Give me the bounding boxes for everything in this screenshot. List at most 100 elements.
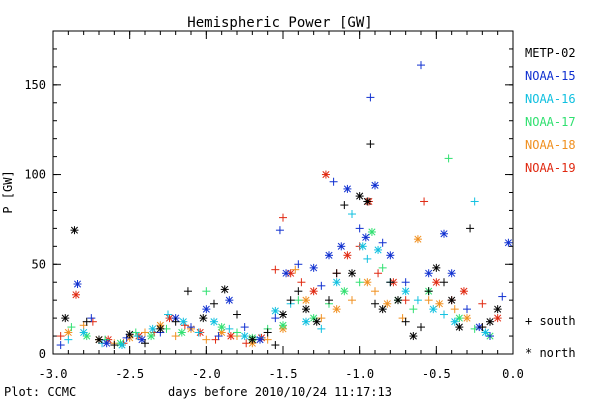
plus-marker <box>371 287 379 296</box>
plus-marker <box>348 296 356 305</box>
plus-marker <box>371 299 379 308</box>
star-marker <box>309 287 318 296</box>
star-marker <box>432 263 441 272</box>
star-marker <box>225 296 234 305</box>
plus-marker <box>466 224 475 233</box>
star-marker <box>440 229 448 238</box>
star-marker <box>409 332 418 341</box>
star-marker <box>337 242 346 251</box>
star-marker <box>102 339 111 348</box>
plus-marker <box>279 213 287 222</box>
star-marker <box>279 321 287 330</box>
plus-marker <box>64 335 73 344</box>
star-marker <box>302 305 310 314</box>
plus-marker <box>171 317 180 326</box>
star-marker <box>95 335 103 344</box>
plus-marker <box>271 265 280 274</box>
plus-marker <box>420 197 429 206</box>
plus-marker <box>450 305 459 314</box>
plus-marker <box>56 341 65 350</box>
plus-marker <box>56 332 65 341</box>
series-noaa-17 <box>67 154 494 348</box>
star-marker <box>401 287 410 296</box>
plus-marker <box>417 323 425 332</box>
legend-entry: NOAA-19 <box>525 161 576 175</box>
star-marker <box>348 269 356 278</box>
plus-marker <box>498 292 507 301</box>
star-marker <box>486 317 494 326</box>
x-tick-label: -3.0 <box>39 367 68 381</box>
plus-marker <box>210 299 218 308</box>
plus-marker <box>409 305 418 314</box>
star-marker <box>413 235 422 244</box>
plus-marker <box>187 323 195 332</box>
star-marker <box>271 306 280 315</box>
star-marker <box>378 305 387 314</box>
plus-marker <box>202 335 211 344</box>
star-marker <box>165 314 174 323</box>
star-marker <box>199 314 208 323</box>
plus-marker <box>470 197 479 206</box>
plus-marker <box>240 323 249 332</box>
plus-marker <box>325 296 333 305</box>
star-marker <box>217 323 226 332</box>
plus-marker <box>386 278 395 287</box>
star-marker <box>332 278 341 287</box>
marker-key-north: * north <box>525 346 576 360</box>
star-marker <box>374 245 383 254</box>
star-marker <box>226 332 235 341</box>
plus-marker <box>378 238 387 247</box>
star-marker <box>70 226 79 235</box>
plus-marker <box>348 210 356 219</box>
plus-marker <box>401 278 410 287</box>
star-marker <box>179 317 188 326</box>
plus-marker <box>141 339 149 348</box>
plus-marker <box>297 278 306 287</box>
star-marker <box>148 324 157 333</box>
star-marker <box>332 305 341 314</box>
chart-title: Hemispheric Power [GW] <box>187 15 372 31</box>
star-marker <box>386 251 395 260</box>
star-marker <box>279 310 287 319</box>
y-tick-label: 50 <box>32 257 46 271</box>
plus-marker <box>133 332 142 341</box>
legend-entry: NOAA-17 <box>525 115 576 129</box>
plus-marker <box>417 61 425 70</box>
star-marker <box>61 314 70 323</box>
star-marker <box>367 227 376 236</box>
star-marker <box>147 332 156 341</box>
series-noaa-18 <box>64 235 487 348</box>
plus-marker <box>401 317 410 326</box>
legend-entry: NOAA-15 <box>525 69 576 83</box>
legend-entry: METP-02 <box>525 46 576 60</box>
plus-marker <box>214 332 223 341</box>
plus-marker <box>355 278 364 287</box>
series-noaa-16 <box>64 197 490 350</box>
axis-ticks: -3.0 -2.5 -2.0 -1.5 -1.0 -0.5 0.0 0 50 100 150 <box>24 30 524 381</box>
star-marker <box>72 290 80 299</box>
star-marker <box>463 314 471 323</box>
star-marker <box>220 285 229 294</box>
plus-marker <box>424 287 433 296</box>
star-marker <box>325 251 333 260</box>
plus-marker <box>263 335 272 344</box>
star-marker <box>363 278 372 287</box>
plus-marker <box>366 140 375 149</box>
star-marker <box>302 317 310 326</box>
plus-marker <box>378 263 387 272</box>
plus-marker <box>87 314 96 323</box>
star-marker <box>240 332 249 341</box>
legend: METP-02 NOAA-15 NOAA-16 NOAA-17 NOAA-18 NOAA-… <box>525 46 576 360</box>
star-marker <box>447 269 456 278</box>
plot-frame <box>52 30 514 355</box>
plus-marker <box>291 265 300 274</box>
data-points <box>56 61 513 350</box>
star-marker <box>504 238 513 247</box>
star-marker <box>424 269 433 278</box>
star-marker <box>355 192 364 201</box>
plus-marker <box>233 310 241 319</box>
star-marker <box>394 296 402 305</box>
plus-marker <box>478 323 487 332</box>
legend-entry: NOAA-16 <box>525 92 576 106</box>
